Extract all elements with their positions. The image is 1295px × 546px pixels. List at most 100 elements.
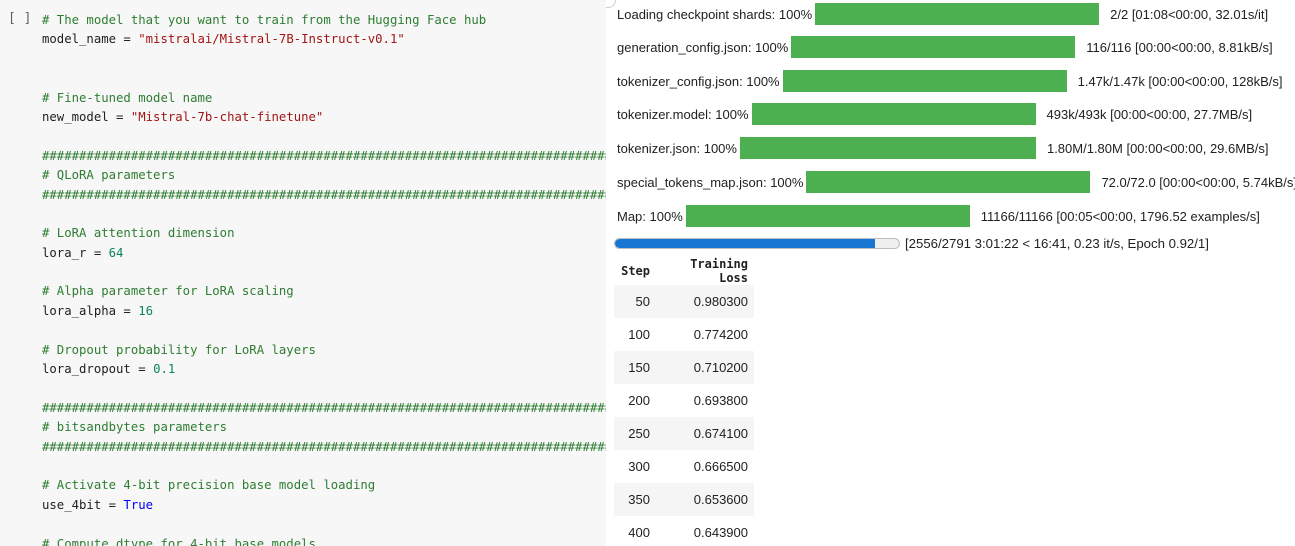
code-token: "mistralai/Mistral-7B-Instruct-v0.1" bbox=[138, 32, 405, 47]
progress-bar-fill bbox=[739, 137, 1036, 159]
code-token: model_name = bbox=[42, 32, 139, 47]
code-token: ########################################… bbox=[42, 187, 607, 202]
code-token: # Dropout probability for LoRA layers bbox=[42, 342, 316, 357]
code-line: model_name = "mistralai/Mistral-7B-Instr… bbox=[42, 30, 606, 49]
code-line: # QLoRA parameters bbox=[42, 166, 606, 185]
code-line bbox=[42, 457, 606, 476]
training-loss-cell: 0.653600 bbox=[656, 483, 754, 516]
training-loss-table: Step Training Loss 50 0.980300 100 0.774200… bbox=[614, 257, 754, 546]
code-line: # Dropout probability for LoRA layers bbox=[42, 341, 606, 360]
code-line: # Compute dtype for 4-bit base models bbox=[42, 535, 606, 546]
step-cell: 300 bbox=[628, 459, 650, 474]
training-progress-text: [2556/2791 3:01:22 < 16:41, 0.23 it/s, E… bbox=[905, 236, 1209, 251]
code-token: # Fine-tuned model name bbox=[42, 90, 213, 105]
code-line: lora_alpha = 16 bbox=[42, 302, 606, 321]
code-line bbox=[42, 69, 606, 88]
table-row: 400 0.643900 bbox=[614, 516, 754, 546]
code-editor[interactable]: # The model that you want to train from … bbox=[42, 11, 607, 546]
table-row: 100 0.774200 bbox=[614, 318, 754, 351]
code-token: # The model that you want to train from … bbox=[42, 13, 487, 27]
code-line: ########################################… bbox=[42, 438, 607, 457]
code-line bbox=[42, 205, 606, 224]
table-row: 300 0.666500 bbox=[614, 450, 754, 483]
progress-bar-fill bbox=[806, 171, 1091, 193]
code-token: "Mistral-7b-chat-finetune" bbox=[130, 109, 324, 124]
code-line: # Activate 4-bit precision base model lo… bbox=[42, 476, 606, 495]
progress-bar-row: special_tokens_map.json: 100% 72.0/72.0 [… bbox=[617, 171, 1295, 193]
step-cell: 400 bbox=[628, 525, 650, 540]
step-cell: 50 bbox=[614, 285, 656, 318]
code-token: ########################################… bbox=[42, 148, 607, 163]
step-cell: 350 bbox=[614, 483, 656, 516]
progress-description: tokenizer_config.json: 100% bbox=[617, 73, 780, 89]
progress-stats: 1.80M/1.80M [00:00<00:00, 29.6MB/s] bbox=[1046, 140, 1269, 156]
code-line bbox=[42, 379, 606, 398]
code-line: # bitsandbytes parameters bbox=[42, 418, 606, 437]
step-cell: 250 bbox=[614, 417, 656, 450]
progress-bar-fill bbox=[782, 70, 1067, 92]
step-cell: 100 bbox=[628, 327, 650, 342]
code-token: ########################################… bbox=[42, 439, 607, 454]
progress-description: tokenizer.model: 100% bbox=[617, 106, 749, 122]
progress-description: Loading checkpoint shards: 100% bbox=[617, 6, 813, 22]
cell-run-prompt[interactable]: [ ] bbox=[8, 11, 32, 26]
column-header-step: Step bbox=[621, 264, 650, 278]
code-token: # QLoRA parameters bbox=[42, 168, 176, 183]
training-loss-cell: 0.674100 bbox=[656, 417, 754, 450]
progress-description: tokenizer.json: 100% bbox=[617, 140, 737, 156]
training-progress-track bbox=[614, 238, 900, 249]
progress-stats: 1.47k/1.47k [00:00<00:00, 128kB/s] bbox=[1077, 73, 1283, 89]
progress-stats: 2/2 [01:08<00:00, 32.01s/it] bbox=[1110, 6, 1269, 22]
code-cell[interactable]: [ ] # The model that you want to train f… bbox=[0, 0, 607, 546]
progress-bar-fill bbox=[791, 36, 1076, 58]
code-line: ########################################… bbox=[42, 399, 607, 418]
cell-output: Loading checkpoint shards: 100% 2/2 [01:0… bbox=[606, 0, 1295, 546]
code-token: lora_dropout = bbox=[42, 362, 154, 377]
code-token: ########################################… bbox=[42, 400, 607, 415]
training-loss-cell: 0.710200 bbox=[656, 351, 754, 384]
code-line bbox=[42, 263, 606, 282]
table-row: 150 0.710200 bbox=[614, 351, 754, 384]
code-line: use_4bit = True bbox=[42, 496, 606, 515]
progress-description: special_tokens_map.json: 100% bbox=[617, 174, 804, 190]
code-line: # Fine-tuned model name bbox=[42, 89, 606, 108]
progress-stats: 11166/11166 [00:05<00:00, 1796.52 exampl… bbox=[980, 208, 1260, 224]
code-line bbox=[42, 50, 606, 69]
table-header-row: Step Training Loss bbox=[614, 257, 754, 285]
table-row: 200 0.693800 bbox=[614, 384, 754, 417]
training-progress-fill bbox=[615, 239, 876, 248]
progress-stats: 72.0/72.0 [00:00<00:00, 5.74kB/s] bbox=[1101, 174, 1295, 190]
code-line: # The model that you want to train from … bbox=[42, 11, 606, 30]
table-row: 50 0.980300 bbox=[614, 285, 754, 318]
code-token: True bbox=[123, 497, 154, 512]
code-line bbox=[42, 321, 606, 340]
code-token: # bitsandbytes parameters bbox=[42, 420, 228, 435]
training-loss-cell: 0.980300 bbox=[656, 285, 754, 318]
code-token: new_model = bbox=[42, 109, 131, 124]
training-loss-cell: 0.774200 bbox=[693, 327, 748, 342]
progress-stats: 493k/493k [00:00<00:00, 27.7MB/s] bbox=[1046, 106, 1253, 122]
code-line: lora_r = 64 bbox=[42, 244, 606, 263]
step-cell: 150 bbox=[614, 351, 656, 384]
training-loss-cell: 0.643900 bbox=[693, 525, 748, 540]
training-loss-cell: 0.693800 bbox=[693, 393, 748, 408]
code-token: use_4bit = bbox=[42, 497, 124, 512]
progress-description: Map: 100% bbox=[617, 208, 683, 224]
code-token: # Activate 4-bit precision base model lo… bbox=[42, 478, 376, 493]
progress-description: generation_config.json: 100% bbox=[617, 39, 789, 55]
code-token: 64 bbox=[108, 245, 124, 260]
code-token: lora_r = bbox=[42, 245, 109, 260]
output-corner-button[interactable] bbox=[606, 0, 616, 8]
code-line bbox=[42, 127, 606, 146]
code-line: lora_dropout = 0.1 bbox=[42, 360, 606, 379]
code-token: # Alpha parameter for LoRA scaling bbox=[42, 284, 294, 299]
step-cell: 200 bbox=[628, 393, 650, 408]
table-row: 350 0.653600 bbox=[614, 483, 754, 516]
progress-bar-row: tokenizer.json: 100% 1.80M/1.80M [00:00<0… bbox=[617, 137, 1268, 159]
code-token: # Compute dtype for 4-bit base models bbox=[42, 536, 316, 546]
column-header-training-loss: Training Loss bbox=[690, 257, 748, 285]
progress-bar-row: tokenizer_config.json: 100% 1.47k/1.47k [… bbox=[617, 70, 1283, 92]
table-row: 250 0.674100 bbox=[614, 417, 754, 450]
code-token: 0.1 bbox=[153, 362, 176, 377]
code-line: # LoRA attention dimension bbox=[42, 224, 606, 243]
